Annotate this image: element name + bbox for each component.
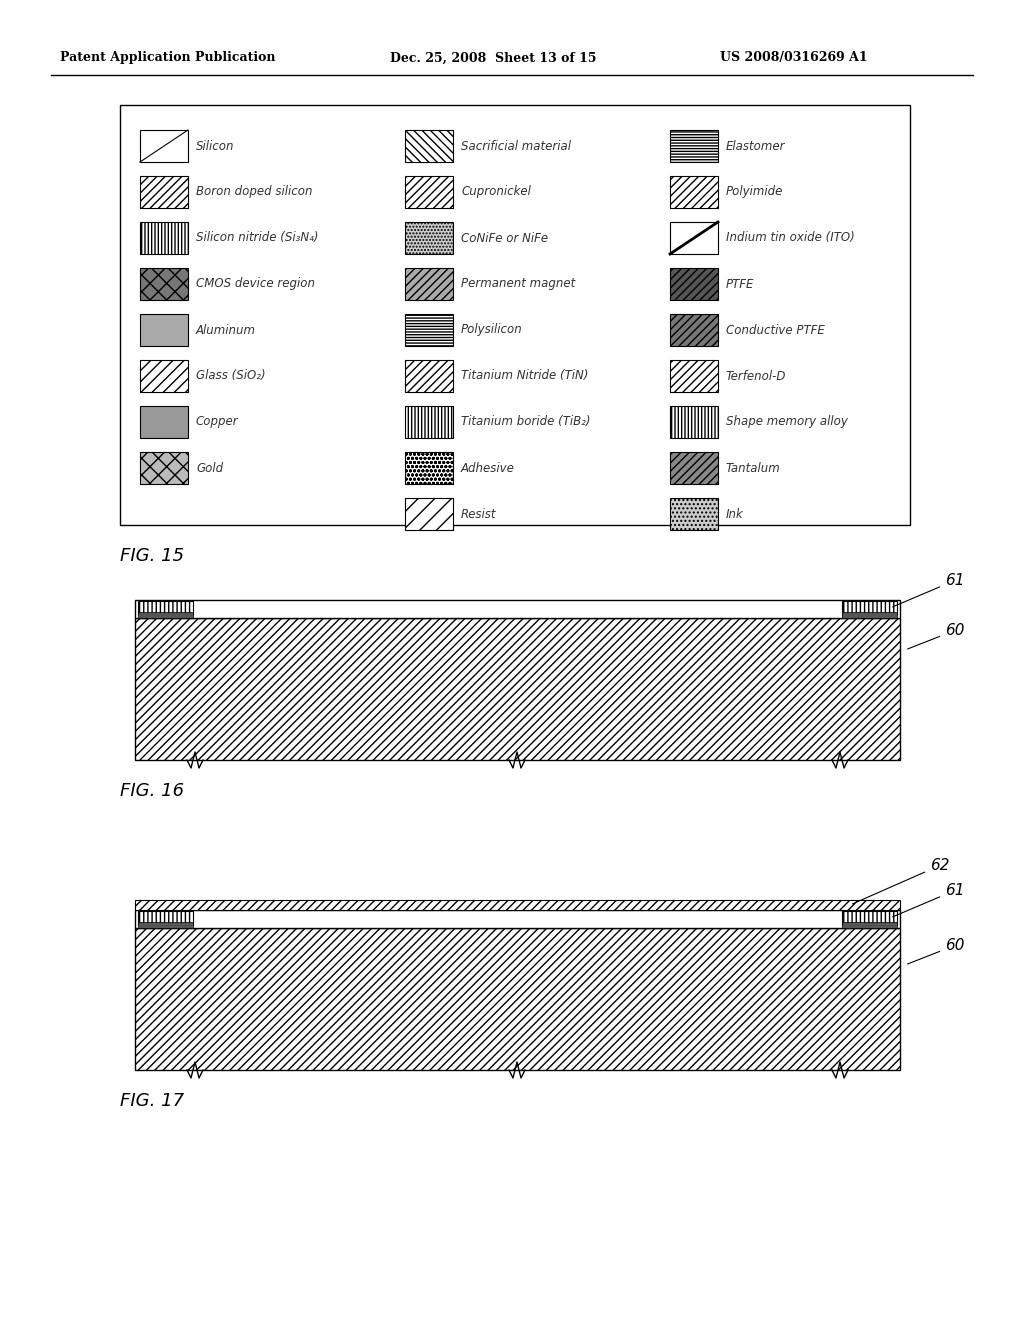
Text: Sacrificial material: Sacrificial material: [461, 140, 571, 153]
Text: Adhesive: Adhesive: [461, 462, 515, 474]
Bar: [670, 268, 718, 300]
Text: Silicon: Silicon: [196, 140, 234, 153]
Bar: [135, 928, 900, 1071]
Text: Polyimide: Polyimide: [726, 186, 783, 198]
Bar: [842, 911, 897, 925]
Bar: [138, 921, 193, 928]
Bar: [670, 314, 718, 346]
Text: CMOS device region: CMOS device region: [196, 277, 315, 290]
Text: Conductive PTFE: Conductive PTFE: [726, 323, 824, 337]
Text: Titanium boride (TiB₂): Titanium boride (TiB₂): [461, 416, 591, 429]
Text: Permanent magnet: Permanent magnet: [461, 277, 575, 290]
Text: Titanium Nitride (TiN): Titanium Nitride (TiN): [461, 370, 589, 383]
Text: 61: 61: [893, 573, 965, 607]
Bar: [138, 911, 193, 925]
Bar: [406, 268, 453, 300]
Bar: [406, 222, 453, 253]
Text: PTFE: PTFE: [726, 277, 755, 290]
Bar: [140, 451, 188, 484]
Bar: [406, 360, 453, 392]
Bar: [138, 612, 193, 618]
Bar: [406, 451, 453, 484]
Text: 61: 61: [893, 883, 965, 917]
Text: CoNiFe or NiFe: CoNiFe or NiFe: [461, 231, 548, 244]
Text: Patent Application Publication: Patent Application Publication: [60, 51, 275, 65]
Text: Polysilicon: Polysilicon: [461, 323, 522, 337]
Bar: [140, 360, 188, 392]
Bar: [406, 129, 453, 162]
Text: Shape memory alloy: Shape memory alloy: [726, 416, 848, 429]
Text: Resist: Resist: [461, 507, 497, 520]
Text: Copper: Copper: [196, 416, 239, 429]
Bar: [140, 314, 188, 346]
Text: Elastomer: Elastomer: [726, 140, 785, 153]
Bar: [135, 909, 900, 928]
Bar: [140, 129, 188, 162]
Text: FIG. 17: FIG. 17: [120, 1092, 184, 1110]
Text: FIG. 16: FIG. 16: [120, 781, 184, 800]
Text: 60: 60: [907, 623, 965, 649]
Bar: [140, 176, 188, 209]
Text: Aluminum: Aluminum: [196, 323, 256, 337]
Bar: [670, 176, 718, 209]
Bar: [135, 618, 900, 760]
Text: Ink: Ink: [726, 507, 743, 520]
Text: Glass (SiO₂): Glass (SiO₂): [196, 370, 265, 383]
Bar: [670, 451, 718, 484]
Bar: [138, 601, 193, 615]
Bar: [670, 222, 718, 253]
Text: FIG. 15: FIG. 15: [120, 546, 184, 565]
Text: US 2008/0316269 A1: US 2008/0316269 A1: [720, 51, 867, 65]
Bar: [140, 268, 188, 300]
Bar: [670, 360, 718, 392]
Text: Dec. 25, 2008  Sheet 13 of 15: Dec. 25, 2008 Sheet 13 of 15: [390, 51, 597, 65]
Bar: [670, 129, 718, 162]
Text: 60: 60: [907, 939, 965, 964]
Text: Cupronickel: Cupronickel: [461, 186, 530, 198]
Bar: [842, 612, 897, 618]
Bar: [135, 601, 900, 618]
Bar: [842, 601, 897, 615]
Text: Indium tin oxide (ITO): Indium tin oxide (ITO): [726, 231, 855, 244]
Text: Tantalum: Tantalum: [726, 462, 780, 474]
Bar: [406, 498, 453, 531]
Text: Boron doped silicon: Boron doped silicon: [196, 186, 312, 198]
Text: Gold: Gold: [196, 462, 223, 474]
Bar: [406, 407, 453, 438]
Bar: [406, 314, 453, 346]
FancyBboxPatch shape: [120, 106, 910, 525]
Bar: [670, 407, 718, 438]
Bar: [135, 900, 900, 909]
Text: 62: 62: [853, 858, 949, 904]
Bar: [842, 921, 897, 928]
Bar: [140, 407, 188, 438]
Text: Terfenol-D: Terfenol-D: [726, 370, 786, 383]
Text: Silicon nitride (Si₃N₄): Silicon nitride (Si₃N₄): [196, 231, 318, 244]
Bar: [406, 176, 453, 209]
Bar: [140, 222, 188, 253]
Bar: [670, 498, 718, 531]
